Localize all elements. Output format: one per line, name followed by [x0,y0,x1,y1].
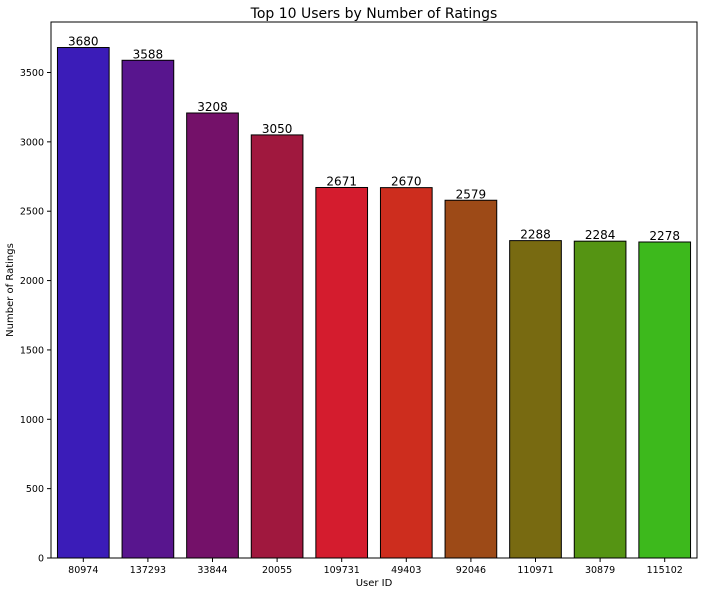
data-label-80974: 3680 [68,35,99,49]
chart-title: Top 10 Users by Number of Ratings [250,6,498,22]
bar-110971 [509,240,562,559]
plot-frame [50,21,698,559]
x-tick-label-115102: 115102 [647,565,683,576]
bar-109731 [315,186,369,559]
data-label-30879: 2284 [585,228,616,242]
y-tick-label-500: 500 [26,484,44,495]
bar-30879 [573,240,627,559]
y-tick-label-0: 0 [38,554,44,565]
bar-49403 [379,187,433,559]
y-axis-label: Number of Ratings [5,243,16,337]
x-axis: 80974 137293 33844 20055 109731 49403 92046 110… [68,558,683,576]
y-tick-label-1000: 1000 [20,415,44,426]
y-tick-label-3000: 3000 [20,137,44,148]
y-tick-label-2000: 2000 [20,276,44,287]
x-tick-label-92046: 92046 [456,565,486,576]
data-label-49403: 2670 [391,175,422,189]
bar-80974 [56,47,110,559]
y-tick-label-2500: 2500 [20,207,44,218]
bar-33844 [186,112,239,559]
bar-20055 [250,134,304,559]
y-axis: 0 500 1000 1500 2000 2500 3000 3500 [20,68,51,565]
x-axis-label: User ID [356,578,393,589]
y-tick-label-3500: 3500 [20,68,44,79]
x-tick-label-20055: 20055 [262,565,292,576]
data-label-115102: 2278 [649,229,680,243]
x-tick-label-80974: 80974 [68,565,98,576]
x-tick-label-137293: 137293 [130,565,166,576]
data-label-137293: 3588 [133,47,164,61]
bar-137293 [121,59,175,559]
data-label-110971: 2288 [520,228,551,242]
bar-92046 [444,199,498,559]
y-tick-label-1500: 1500 [20,345,44,356]
x-tick-label-110971: 110971 [517,565,553,576]
plot-area: 3680 3588 3208 3050 2671 2670 2579 2288 2284 2278 [56,35,692,559]
x-tick-label-33844: 33844 [197,565,227,576]
data-label-33844: 3208 [197,100,228,114]
x-tick-label-49403: 49403 [391,565,421,576]
data-label-109731: 2671 [326,174,357,188]
x-tick-label-30879: 30879 [585,565,615,576]
data-label-20055: 3050 [262,122,293,136]
data-label-92046: 2579 [456,187,487,201]
x-tick-label-109731: 109731 [324,565,360,576]
bar-115102 [638,241,692,559]
